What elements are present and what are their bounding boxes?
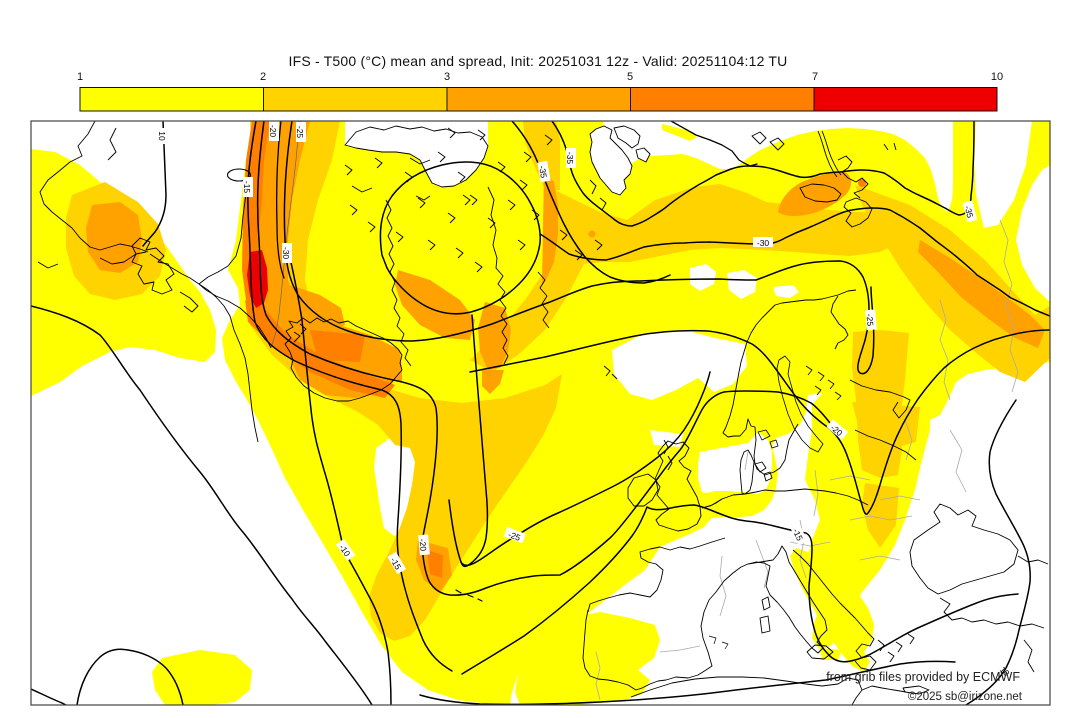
svg-text:-25: -25 [295,126,305,139]
svg-text:from grib files provided by EC: from grib files provided by ECMWF [826,670,1020,684]
svg-text:2: 2 [260,71,266,83]
svg-text:-35: -35 [537,165,549,179]
svg-text:5: 5 [627,71,633,83]
svg-text:10: 10 [991,71,1003,83]
svg-text:3: 3 [444,71,450,83]
svg-text:-15: -15 [791,527,805,543]
svg-text:7: 7 [812,71,818,83]
svg-text:-25: -25 [864,313,875,326]
svg-text:IFS - T500 (°C) mean and sprea: IFS - T500 (°C) mean and spread, Init: 2… [289,53,788,69]
svg-text:10: 10 [157,131,167,141]
svg-text:-30: -30 [757,238,770,248]
svg-text:-25: -25 [507,529,522,543]
svg-text:-15: -15 [242,181,252,194]
svg-text:-35: -35 [565,152,575,165]
svg-text:©2025 sb@irizone.net: ©2025 sb@irizone.net [908,691,1023,703]
svg-text:-35: -35 [963,205,976,220]
svg-text:-30: -30 [281,247,291,260]
svg-text:1: 1 [77,71,83,83]
svg-text:-20: -20 [268,125,278,138]
svg-text:-20: -20 [417,538,428,551]
